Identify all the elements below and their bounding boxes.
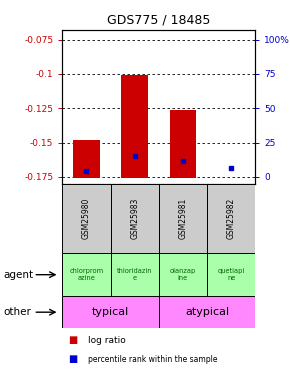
Text: GSM25980: GSM25980 [82, 198, 91, 239]
Bar [170, 110, 196, 178]
Bar [159, 296, 255, 328]
Bar [159, 253, 207, 296]
Bar [122, 75, 148, 178]
Text: other: other [3, 307, 31, 317]
Text: GDS775 / 18485: GDS775 / 18485 [107, 13, 211, 26]
Bar [207, 253, 255, 296]
Text: ■: ■ [68, 354, 77, 364]
Bar [207, 184, 255, 253]
Text: agent: agent [3, 270, 33, 280]
Bar [110, 253, 159, 296]
Text: thioridazin
e: thioridazin e [117, 268, 153, 281]
Text: olanzap
ine: olanzap ine [170, 268, 196, 281]
Bar [62, 184, 110, 253]
Text: GSM25982: GSM25982 [226, 198, 235, 239]
Bar [62, 296, 159, 328]
Text: log ratio: log ratio [88, 336, 126, 345]
Text: GSM25983: GSM25983 [130, 198, 139, 239]
Text: typical: typical [92, 307, 129, 317]
Bar [159, 184, 207, 253]
Bar [62, 253, 110, 296]
Bar [110, 184, 159, 253]
Text: percentile rank within the sample: percentile rank within the sample [88, 355, 218, 364]
Text: chlorprom
azine: chlorprom azine [69, 268, 104, 281]
Text: ■: ■ [68, 335, 77, 345]
Text: quetiapi
ne: quetiapi ne [218, 268, 245, 281]
Text: atypical: atypical [185, 307, 229, 317]
Text: GSM25981: GSM25981 [178, 198, 187, 239]
Bar [73, 140, 100, 178]
